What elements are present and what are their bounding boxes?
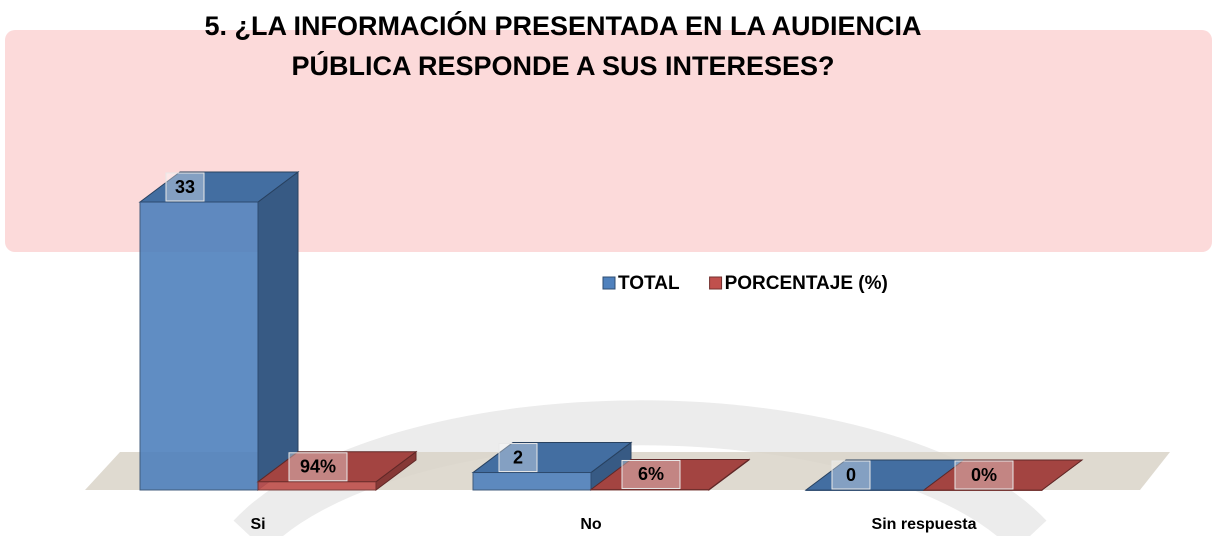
value-label: 0% bbox=[971, 465, 997, 485]
bar bbox=[138, 171, 300, 491]
value-label-box bbox=[288, 452, 348, 482]
bar-front bbox=[590, 488, 710, 491]
bar-front bbox=[923, 489, 1043, 491]
bar-front bbox=[139, 201, 259, 491]
bar bbox=[256, 450, 418, 491]
chart-title: PÚBLICA RESPONDE A SUS INTERESES? bbox=[291, 50, 834, 81]
legend-label: TOTAL bbox=[618, 273, 680, 294]
bar-front bbox=[472, 472, 592, 491]
legend-label: PORCENTAJE (%) bbox=[725, 273, 888, 294]
x-tick-label: Sin respuesta bbox=[872, 516, 977, 533]
value-label-box bbox=[954, 460, 1014, 490]
header-band bbox=[5, 30, 1212, 252]
bar-side bbox=[257, 171, 299, 491]
value-label-box bbox=[165, 172, 205, 202]
value-label-box bbox=[831, 460, 871, 490]
legend-swatch bbox=[709, 276, 723, 290]
bar-front bbox=[257, 481, 377, 491]
chart-title: 5. ¿LA INFORMACIÓN PRESENTADA EN LA AUDI… bbox=[204, 10, 921, 41]
bar-front bbox=[805, 489, 925, 491]
value-label: 94% bbox=[300, 457, 336, 477]
bar bbox=[922, 459, 1084, 491]
value-label: 2 bbox=[513, 447, 523, 467]
value-label-box bbox=[621, 459, 681, 489]
value-label-box bbox=[498, 443, 538, 473]
bar bbox=[589, 458, 751, 491]
value-label: 6% bbox=[638, 464, 664, 484]
legend-swatch bbox=[602, 276, 616, 290]
x-tick-label: Si bbox=[250, 516, 265, 533]
bar bbox=[471, 441, 633, 491]
x-tick-label: No bbox=[580, 516, 602, 533]
value-label: 0 bbox=[846, 465, 856, 485]
value-label: 33 bbox=[175, 177, 195, 197]
